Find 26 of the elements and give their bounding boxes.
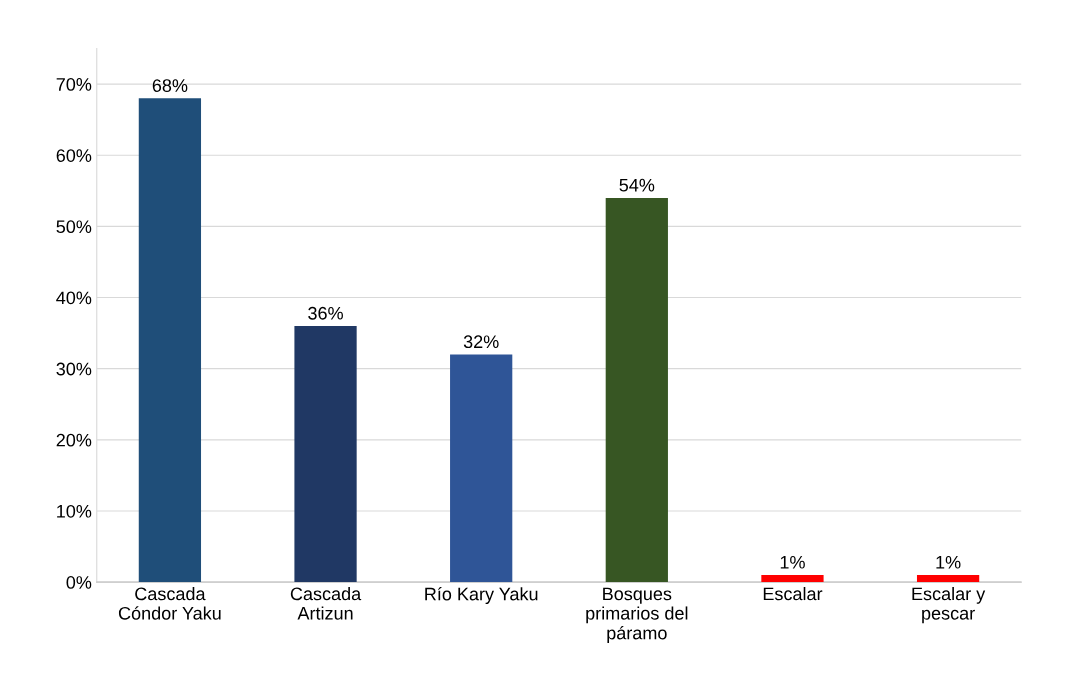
bar [916, 575, 980, 583]
data-label: 1% [936, 555, 961, 569]
x-tick-label: Escalar y pescar [912, 586, 986, 624]
bar [761, 575, 824, 583]
bar [138, 98, 202, 583]
x-tick-label: Escalar [763, 586, 823, 601]
y-tick-label: 60% [56, 149, 92, 162]
data-label: 32% [463, 335, 499, 349]
data-label: 54% [619, 178, 655, 192]
x-tick-label: Río Kary Yaku [425, 586, 538, 605]
bar [605, 197, 668, 583]
y-tick-label: 10% [57, 504, 92, 518]
y-tick-label: 20% [56, 433, 92, 447]
data-label: 36% [308, 306, 343, 320]
y-tick-label: 40% [56, 291, 92, 305]
bar [294, 325, 357, 583]
y-tick-label: 50% [56, 220, 92, 234]
y-tick-label: 70% [56, 78, 92, 91]
y-tick-label: 0% [66, 576, 92, 589]
y-tick-label: 30% [56, 362, 92, 376]
bar [450, 354, 513, 583]
data-label: 68% [152, 79, 188, 92]
x-tick-label: Cascada Artizun [290, 586, 362, 620]
x-tick-label: Bosques primarios del páramo [586, 587, 688, 643]
data-label: 1% [780, 555, 805, 569]
x-tick-label: Cascada Cóndor Yaku [118, 586, 221, 620]
